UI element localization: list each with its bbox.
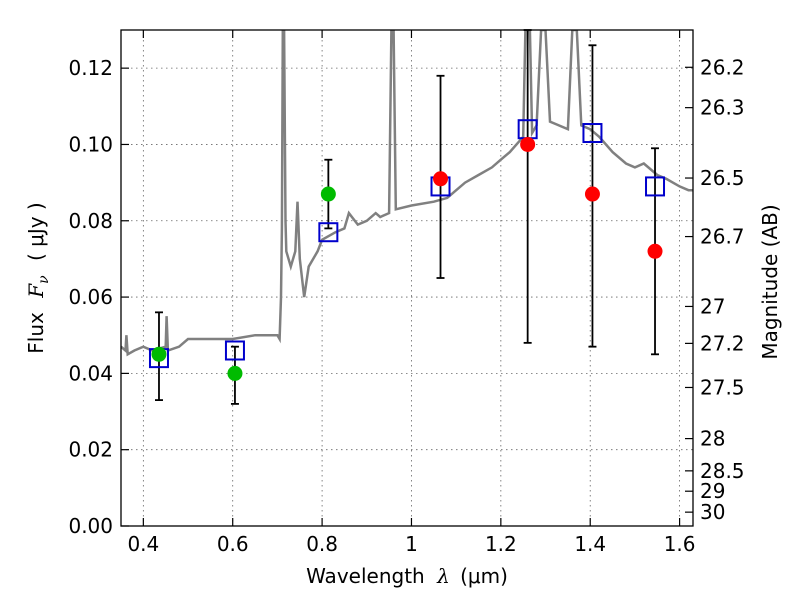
spectrum-layer [121, 30, 693, 357]
red-point [520, 136, 536, 152]
ticks: 0.4 0.6 0.8 1 1.2 1.4 1.6 0.00 0.02 0.04 0.06 0.08 0… [68, 30, 745, 556]
y2-tick-label: 28.5 [700, 459, 745, 483]
x-tick-label: 0.6 [217, 532, 249, 556]
model-square [645, 176, 666, 197]
x-tick-label: 1.6 [664, 532, 696, 556]
x-tick-label: 0.4 [127, 532, 159, 556]
x-axis-title: Wavelength λ (μm) [306, 564, 508, 588]
y-axis-title: Flux Fν ( μJy ) [24, 202, 53, 353]
green-point [320, 186, 336, 202]
errorbar-layer [154, 29, 660, 405]
grid [121, 30, 693, 527]
green-point [227, 365, 243, 381]
model-square [224, 340, 245, 361]
x-tick-label: 0.8 [306, 532, 338, 556]
y2-tick-label: 30 [700, 500, 725, 524]
y-tick-label: 0.10 [68, 132, 113, 156]
y-tick-label: 0.04 [68, 361, 113, 385]
y-tick-label: 0.02 [68, 438, 113, 462]
y2-tick-label: 27 [700, 294, 725, 318]
spectrum-line [121, 30, 693, 357]
y2-tick-label: 26.7 [700, 225, 745, 249]
y2-tick-label: 28 [700, 427, 725, 451]
red-point [584, 186, 600, 202]
y-tick-label: 0.12 [68, 56, 113, 80]
red-point [647, 243, 663, 259]
y2-tick-label: 26.2 [700, 55, 745, 79]
red-point [433, 171, 449, 187]
y2-tick-label: 29 [700, 479, 725, 503]
x-tick-label: 1.2 [485, 532, 517, 556]
y2-axis-title: Magnitude (AB) [758, 204, 782, 359]
y-tick-label: 0.06 [68, 285, 113, 309]
y2-tick-label: 27.5 [700, 375, 745, 399]
y-tick-label: 0.08 [68, 209, 113, 233]
y2-tick-label: 26.5 [700, 166, 745, 190]
model-square [582, 123, 603, 144]
x-tick-label: 1.4 [574, 532, 606, 556]
model-square [318, 222, 339, 243]
y-tick-label: 0.00 [68, 514, 113, 538]
plot-frame [120, 29, 694, 527]
y2-tick-label: 27.2 [700, 331, 745, 355]
y2-tick-label: 26.3 [700, 96, 745, 120]
marker-layer [148, 119, 666, 381]
x-tick-label: 1 [405, 532, 418, 556]
green-point [151, 346, 167, 362]
